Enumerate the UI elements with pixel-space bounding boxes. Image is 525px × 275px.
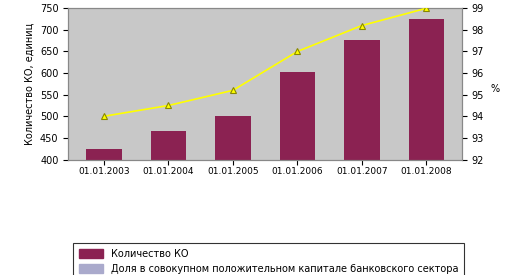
Y-axis label: %: % bbox=[491, 84, 500, 94]
Bar bbox=[215, 116, 250, 275]
Legend: Количество КО, Доля в совокупном положительном капитале банковского сектора, Дол: Количество КО, Доля в совокупном положит… bbox=[73, 243, 464, 275]
Y-axis label: Количество КО, единиц: Количество КО, единиц bbox=[24, 23, 34, 145]
Bar bbox=[86, 149, 122, 275]
Bar bbox=[344, 40, 380, 275]
Bar bbox=[408, 19, 444, 275]
Bar bbox=[280, 72, 315, 275]
Bar bbox=[151, 131, 186, 275]
